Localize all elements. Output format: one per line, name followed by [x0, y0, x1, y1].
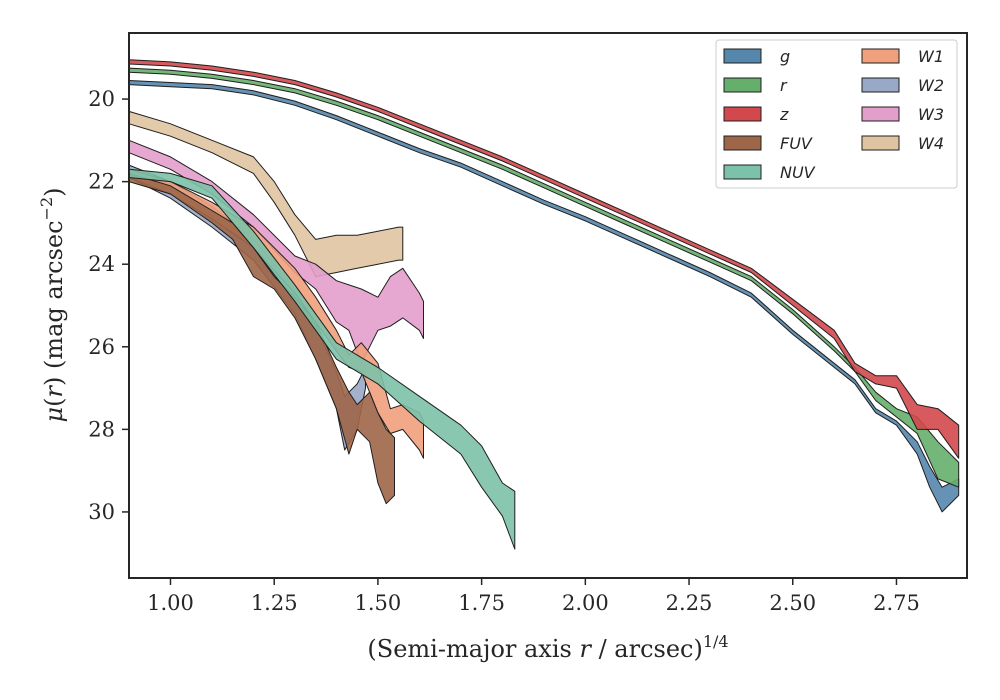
legend-label-g: g: [780, 47, 790, 66]
legend-label-w1: W1: [918, 47, 944, 66]
legend-swatch-w2: [861, 77, 900, 93]
y-tick-label: 28: [88, 417, 115, 441]
x-axis: 1.00 1.25 1.50 1.75 2.00 2.25 2.50 2.75: [147, 578, 920, 615]
x-tick-label: 1.25: [251, 591, 298, 615]
band-nuv: [128, 168, 516, 550]
legend-swatch-w4: [861, 135, 900, 151]
legend: grz FUV NUV W1 W2 W3 W4: [715, 39, 958, 189]
y-tick-label: 24: [88, 252, 115, 276]
legend-label-nuv: NUV: [780, 163, 816, 182]
y-axis: 20 22 24 26 28 30: [88, 87, 129, 524]
x-axis-label: (Semi-major axis r / arcsec)1/4: [367, 632, 728, 663]
legend-label-w2: W2: [918, 76, 944, 95]
band-profiles: [128, 59, 960, 550]
band-z: [128, 59, 960, 459]
y-tick-label: 26: [88, 335, 115, 359]
band-w4: [128, 110, 404, 278]
x-tick-label: 2.25: [666, 591, 713, 615]
legend-swatch-w3: [861, 106, 900, 122]
y-axis-label: μ(r) (mag arcsec−2): [37, 187, 68, 422]
x-tick-label: 1.75: [458, 591, 505, 615]
x-tick-label: 2.75: [873, 591, 920, 615]
legend-swatch-r: [723, 77, 762, 93]
y-tick-label: 30: [88, 500, 115, 524]
band-fuv: [128, 172, 395, 505]
legend-label-w3: W3: [918, 105, 944, 124]
legend-swatch-g: [723, 48, 762, 64]
legend-swatch-z: [723, 106, 762, 122]
legend-swatch-nuv: [723, 164, 762, 180]
legend-swatch-fuv: [723, 135, 762, 151]
x-tick-label: 2.00: [562, 591, 609, 615]
legend-swatch-w1: [861, 48, 900, 64]
x-tick-label: 2.50: [769, 591, 816, 615]
x-tick-label: 1.50: [355, 591, 402, 615]
legend-label-z: z: [779, 105, 789, 124]
legend-label-fuv: FUV: [780, 134, 813, 153]
legend-box: [715, 39, 958, 189]
y-tick-label: 22: [88, 170, 115, 194]
legend-label-r: r: [780, 76, 788, 95]
plot-frame: [128, 32, 968, 579]
legend-label-w4: W4: [918, 134, 944, 153]
x-tick-label: 1.00: [147, 591, 194, 615]
band-r: [128, 67, 960, 488]
y-tick-label: 20: [88, 87, 115, 111]
band-g: [128, 80, 960, 513]
